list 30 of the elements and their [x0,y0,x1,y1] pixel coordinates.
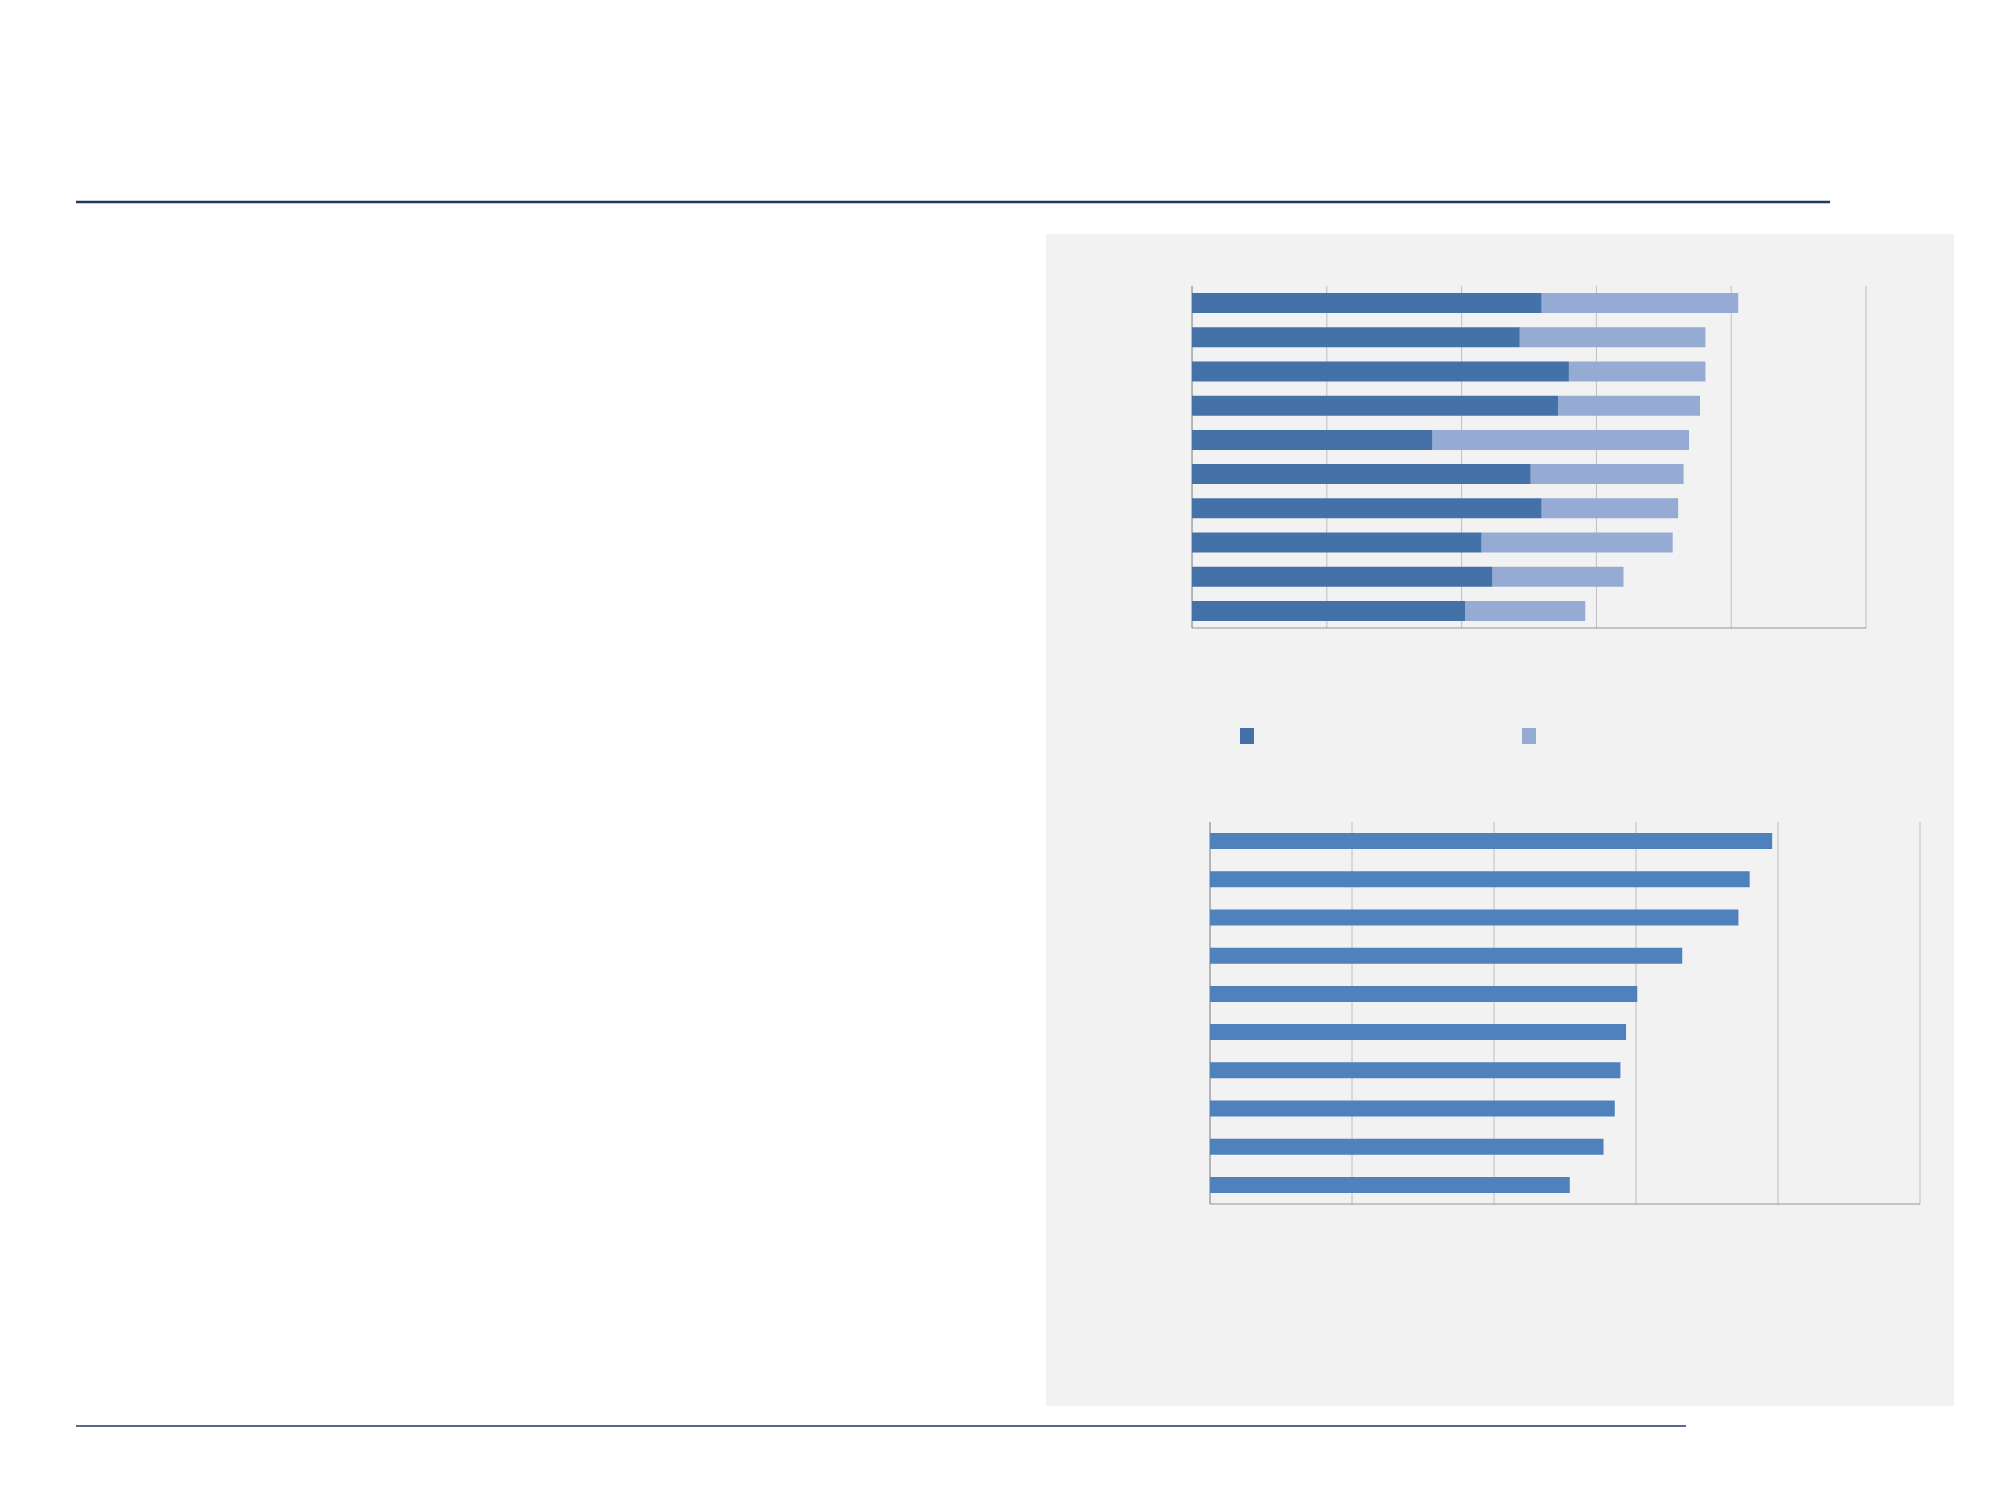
bar [1192,293,1542,314]
bar [1210,909,1739,926]
bar [1481,532,1673,553]
bar [1210,947,1683,964]
bar [1192,566,1493,587]
bar [1210,985,1638,1002]
bar [1210,833,1773,850]
bar [1465,600,1586,621]
bar [1541,293,1739,314]
bar [1210,1062,1621,1079]
bar [1210,1138,1604,1155]
bar [1530,464,1684,485]
bar [1557,395,1700,416]
bar [1192,464,1531,485]
bar [1210,1176,1570,1193]
bar [1192,361,1569,382]
bar [1192,327,1520,348]
bar [1541,498,1679,519]
bar [1192,600,1466,621]
bar [1210,871,1750,888]
bar [1192,498,1542,519]
bar [1568,361,1706,382]
bar [1192,429,1433,450]
bar [1192,532,1482,553]
bar [1210,1100,1615,1117]
bar [1192,395,1558,416]
bar [1519,327,1706,348]
bar [1432,429,1690,450]
bar [1492,566,1624,587]
bar [1210,1024,1627,1041]
